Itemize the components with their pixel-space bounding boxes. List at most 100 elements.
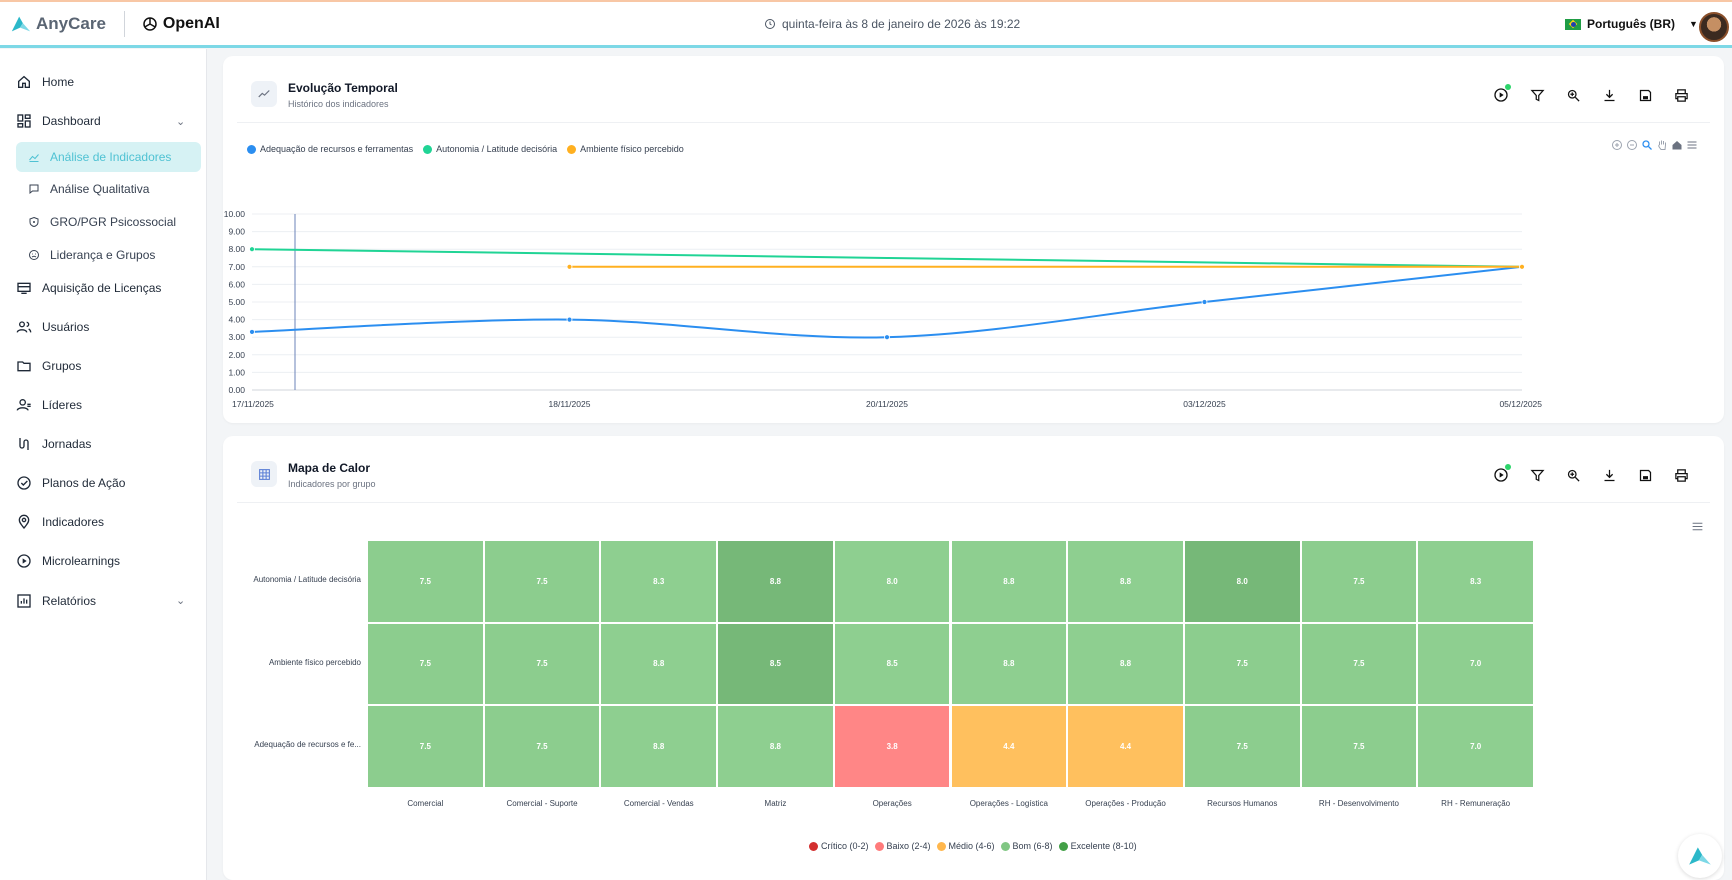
data-point[interactable] xyxy=(884,334,890,341)
heatmap-cell[interactable]: 7.5 xyxy=(484,706,600,787)
sidebar-item-microlearnings[interactable]: Microlearnings xyxy=(16,551,120,571)
sidebar-subitem-lideranca-grupos[interactable]: Liderança e Grupos xyxy=(16,240,201,270)
play-button[interactable] xyxy=(1483,84,1519,105)
legend-item[interactable]: Crítico (0-2) xyxy=(809,841,869,851)
heatmap-cell[interactable]: 8.8 xyxy=(601,706,717,787)
print-button[interactable] xyxy=(1663,85,1699,105)
data-point[interactable] xyxy=(249,246,255,253)
series-line[interactable] xyxy=(251,248,1523,268)
heatmap-cell[interactable]: 8.0 xyxy=(1184,541,1300,622)
menu-icon[interactable] xyxy=(1691,520,1704,533)
chevron-down-icon[interactable]: ⌄ xyxy=(176,595,186,607)
chat-assistant-button[interactable] xyxy=(1678,834,1722,878)
filter-button[interactable] xyxy=(1519,465,1555,485)
save-button[interactable] xyxy=(1627,85,1663,105)
chevron-down-icon[interactable]: ⌄ xyxy=(176,116,186,128)
sidebar-item-grupos[interactable]: Grupos xyxy=(16,356,81,376)
timeline-card: Evolução Temporal Histórico dos indicado… xyxy=(223,56,1724,423)
sidebar-item-usuarios[interactable]: Usuários xyxy=(16,317,89,337)
heatmap-cell[interactable]: 7.0 xyxy=(1418,623,1533,704)
data-point[interactable] xyxy=(566,263,573,270)
sidebar-subitem-analise-indicadores[interactable]: Análise de Indicadores xyxy=(16,142,201,172)
app-header: AnyCare OpenAI quinta-feira às 8 de jane… xyxy=(0,2,1732,48)
selection-zoom-icon[interactable] xyxy=(1641,139,1653,151)
legend-item[interactable]: Autonomia / Latitude decisória xyxy=(423,144,557,154)
save-button[interactable] xyxy=(1627,465,1663,485)
heatmap-cell[interactable]: 7.0 xyxy=(1418,706,1533,787)
reset-home-icon[interactable] xyxy=(1671,139,1683,151)
zoom-in-icon[interactable] xyxy=(1611,139,1623,151)
heatmap-cell[interactable]: 7.5 xyxy=(1184,706,1300,787)
legend-item[interactable]: Adequação de recursos e ferramentas xyxy=(247,144,413,154)
heatmap-cell[interactable]: 8.8 xyxy=(601,623,717,704)
legend-item[interactable]: Ambiente físico percebido xyxy=(567,144,684,154)
openai-logo-icon xyxy=(143,16,157,31)
legend-item[interactable]: Excelente (8-10) xyxy=(1058,841,1137,851)
zoom-button[interactable] xyxy=(1555,465,1591,485)
legend-item[interactable]: Baixo (2-4) xyxy=(874,841,931,851)
data-point[interactable] xyxy=(566,316,573,323)
heatmap-column-label: Recursos Humanos xyxy=(1207,798,1278,808)
heatmap-cell[interactable]: 7.5 xyxy=(1301,541,1417,622)
logo-separator xyxy=(123,10,125,37)
user-avatar[interactable] xyxy=(1699,12,1729,42)
language-selector[interactable]: Português (BR) ▼ xyxy=(1565,17,1698,31)
sidebar-item-aquisicao-licencas[interactable]: Aquisição de Licenças xyxy=(16,278,161,298)
heatmap-cell[interactable]: 7.5 xyxy=(368,623,483,704)
sidebar-subitem-analise-qualitativa[interactable]: Análise Qualitativa xyxy=(16,174,201,204)
heatmap-cell[interactable]: 8.5 xyxy=(834,623,950,704)
heatmap-card: Mapa de Calor Indicadores por grupo Auto… xyxy=(223,436,1724,880)
sidebar-item-lideres[interactable]: Líderes xyxy=(16,395,82,415)
sidebar-item-label: Relatórios xyxy=(42,594,97,608)
heatmap-cell[interactable]: 7.5 xyxy=(1184,623,1300,704)
sidebar-item-indicadores[interactable]: Indicadores xyxy=(16,512,104,532)
heatmap-cell[interactable]: 8.5 xyxy=(718,623,833,704)
heatmap-cell[interactable]: 8.8 xyxy=(1068,623,1183,704)
filter-button[interactable] xyxy=(1519,85,1555,105)
data-point[interactable] xyxy=(1201,299,1208,305)
heatmap-cell[interactable]: 7.5 xyxy=(484,541,600,622)
download-button[interactable] xyxy=(1591,85,1627,105)
print-button[interactable] xyxy=(1663,465,1699,485)
sidebar-item-home[interactable]: Home xyxy=(16,72,74,92)
heatmap-cell[interactable]: 7.5 xyxy=(368,541,483,622)
zoom-button[interactable] xyxy=(1555,85,1591,105)
sidebar-item-planos-acao[interactable]: Planos de Ação xyxy=(16,473,125,493)
face-icon xyxy=(29,250,39,260)
heatmap-cell[interactable]: 7.5 xyxy=(1301,706,1417,787)
menu-icon[interactable] xyxy=(1686,139,1698,151)
sidebar-item-label: Planos de Ação xyxy=(42,476,126,490)
sidebar-item-relatorios[interactable]: Relatórios xyxy=(16,591,96,611)
heatmap-cell[interactable]: 4.4 xyxy=(1068,706,1183,787)
heatmap-cell[interactable]: 3.8 xyxy=(834,706,950,787)
anycare-logo[interactable]: AnyCare OpenAI xyxy=(10,1,220,47)
heatmap-cell[interactable]: 8.8 xyxy=(718,541,833,622)
legend-swatch xyxy=(567,144,577,154)
heatmap-cell[interactable]: 8.3 xyxy=(601,541,717,622)
legend-item[interactable]: Médio (4-6) xyxy=(936,841,995,851)
partner-name: OpenAI xyxy=(162,14,220,32)
sidebar-item-jornadas[interactable]: Jornadas xyxy=(16,434,91,454)
play-button[interactable] xyxy=(1483,464,1519,485)
sidebar-item-dashboard[interactable]: Dashboard xyxy=(16,111,101,131)
heatmap-cell[interactable]: 7.5 xyxy=(484,623,600,704)
heatmap-cell[interactable]: 8.8 xyxy=(1068,541,1183,622)
legend-item[interactable]: Bom (6-8) xyxy=(1000,841,1053,851)
heatmap-cell[interactable]: 4.4 xyxy=(951,706,1067,787)
sidebar-subitem-gro-pgr[interactable]: GRO/PGR Psicossocial xyxy=(16,207,201,237)
download-button[interactable] xyxy=(1591,465,1627,485)
zoom-out-icon[interactable] xyxy=(1626,139,1638,151)
heatmap-cell[interactable]: 8.0 xyxy=(834,541,950,622)
heatmap-cell[interactable]: 8.8 xyxy=(951,623,1067,704)
pan-hand-icon[interactable] xyxy=(1656,139,1668,151)
dashboard-icon xyxy=(17,114,31,128)
card-title: Mapa de Calor xyxy=(288,461,371,475)
heatmap-cell[interactable]: 7.5 xyxy=(368,706,483,787)
heatmap-cell[interactable]: 8.8 xyxy=(718,706,833,787)
heatmap-cell[interactable]: 7.5 xyxy=(1301,623,1417,704)
heatmap-cell[interactable]: 8.8 xyxy=(951,541,1067,622)
data-point[interactable] xyxy=(1519,263,1525,270)
heatmap-cell[interactable]: 8.3 xyxy=(1418,541,1533,622)
line-chart[interactable]: 0.00 1.00 2.00 3.00 4.00 5.00 6.00 7.00 8.00 9.00… xyxy=(223,156,1724,423)
data-point[interactable] xyxy=(249,329,255,335)
